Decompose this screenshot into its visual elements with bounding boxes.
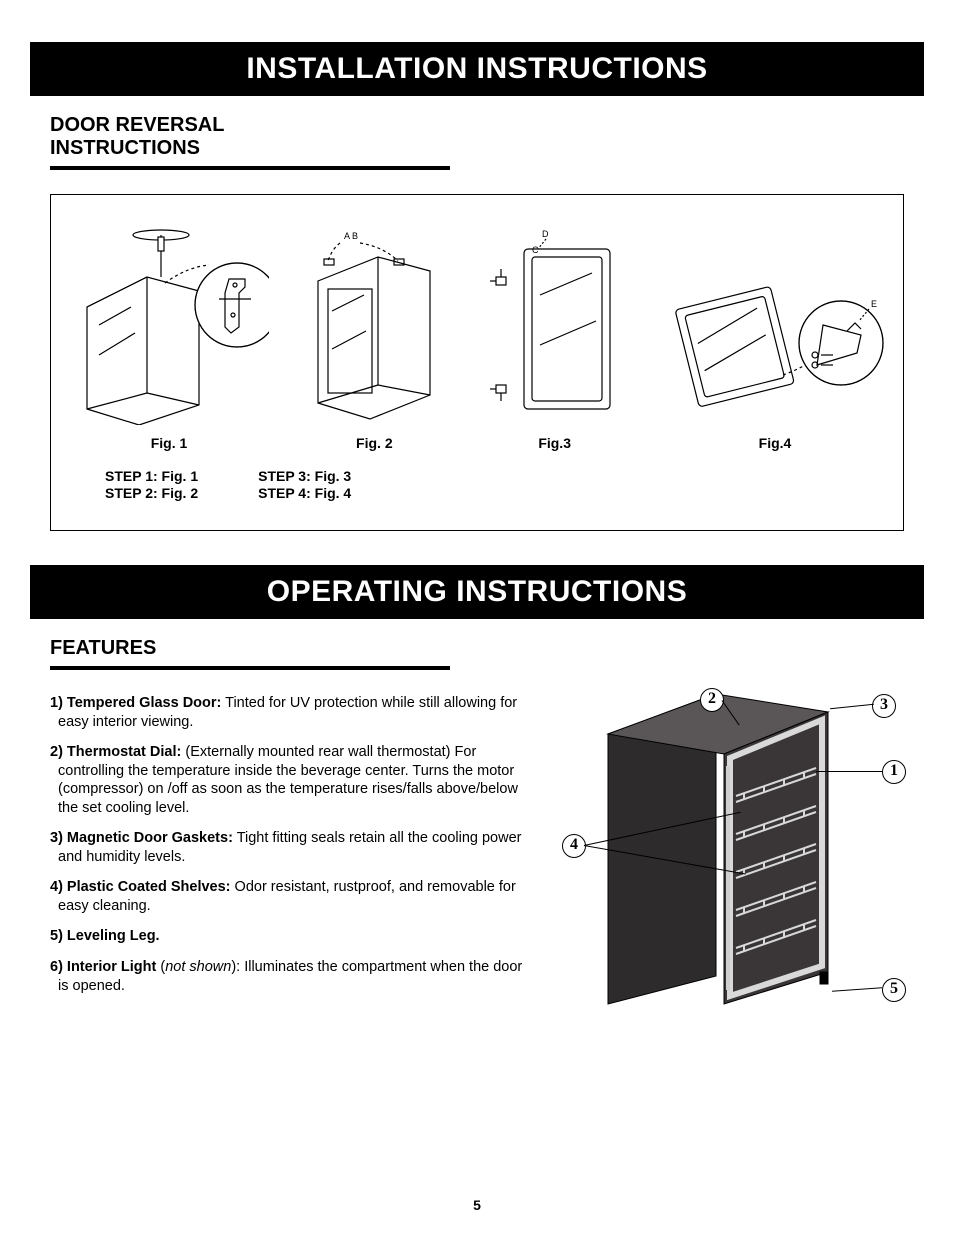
feature-list: 1) Tempered Glass Door: Tinted for UV pr… <box>50 694 524 995</box>
label-ab: A B <box>344 231 358 241</box>
step-4: STEP 4: Fig. 4 <box>258 485 351 501</box>
callout-1: 1 <box>882 760 906 784</box>
label-c: C <box>532 245 539 255</box>
step-1: STEP 1: Fig. 1 <box>105 468 198 484</box>
figure-3: D C Fig.3 <box>480 225 630 451</box>
label-d: D <box>542 229 549 239</box>
feature-3: 3) Magnetic Door Gaskets: Tight fitting … <box>58 829 524 866</box>
figure-3-label: Fig.3 <box>538 435 571 451</box>
figure-4-label: Fig.4 <box>759 435 792 451</box>
banner-operating: OPERATING INSTRUCTIONS <box>30 565 924 619</box>
feature-2: 2) Thermostat Dial: (Externally mounted … <box>58 743 524 817</box>
figure-2-label: Fig. 2 <box>356 435 393 451</box>
feature-6: 6) Interior Light (not shown): Illuminat… <box>58 958 524 995</box>
figure-4: E Fig.4 <box>665 255 885 451</box>
step-grid: STEP 1: Fig. 1 STEP 2: Fig. 2 STEP 3: Fi… <box>105 467 885 502</box>
step-2: STEP 2: Fig. 2 <box>105 485 198 501</box>
figure-1: Fig. 1 <box>69 215 269 451</box>
heading-door-reversal: DOOR REVERSAL INSTRUCTIONS <box>50 114 904 160</box>
callout-5: 5 <box>882 978 906 1002</box>
callout-3: 3 <box>872 694 896 718</box>
heading-line1: DOOR REVERSAL <box>50 114 224 136</box>
product-figure: 2 3 1 4 5 <box>554 676 914 1021</box>
heading-features: FEATURES <box>50 637 904 660</box>
step-3: STEP 3: Fig. 3 <box>258 468 351 484</box>
callout-4: 4 <box>562 834 586 858</box>
figure-2: A B <box>304 225 444 451</box>
banner-installation: INSTALLATION INSTRUCTIONS <box>30 42 924 96</box>
heading-line2: INSTRUCTIONS <box>50 137 200 159</box>
rule-features <box>50 666 450 670</box>
diagram-box: Fig. 1 A B <box>50 194 904 531</box>
feature-4: 4) Plastic Coated Shelves: Odor resistan… <box>58 878 524 915</box>
figure-1-label: Fig. 1 <box>151 435 188 451</box>
feature-1: 1) Tempered Glass Door: Tinted for UV pr… <box>58 694 524 731</box>
rule-door-reversal <box>50 166 450 170</box>
page-number: 5 <box>0 1197 954 1213</box>
label-e: E <box>871 299 877 309</box>
feature-5: 5) Leveling Leg. <box>58 927 524 946</box>
